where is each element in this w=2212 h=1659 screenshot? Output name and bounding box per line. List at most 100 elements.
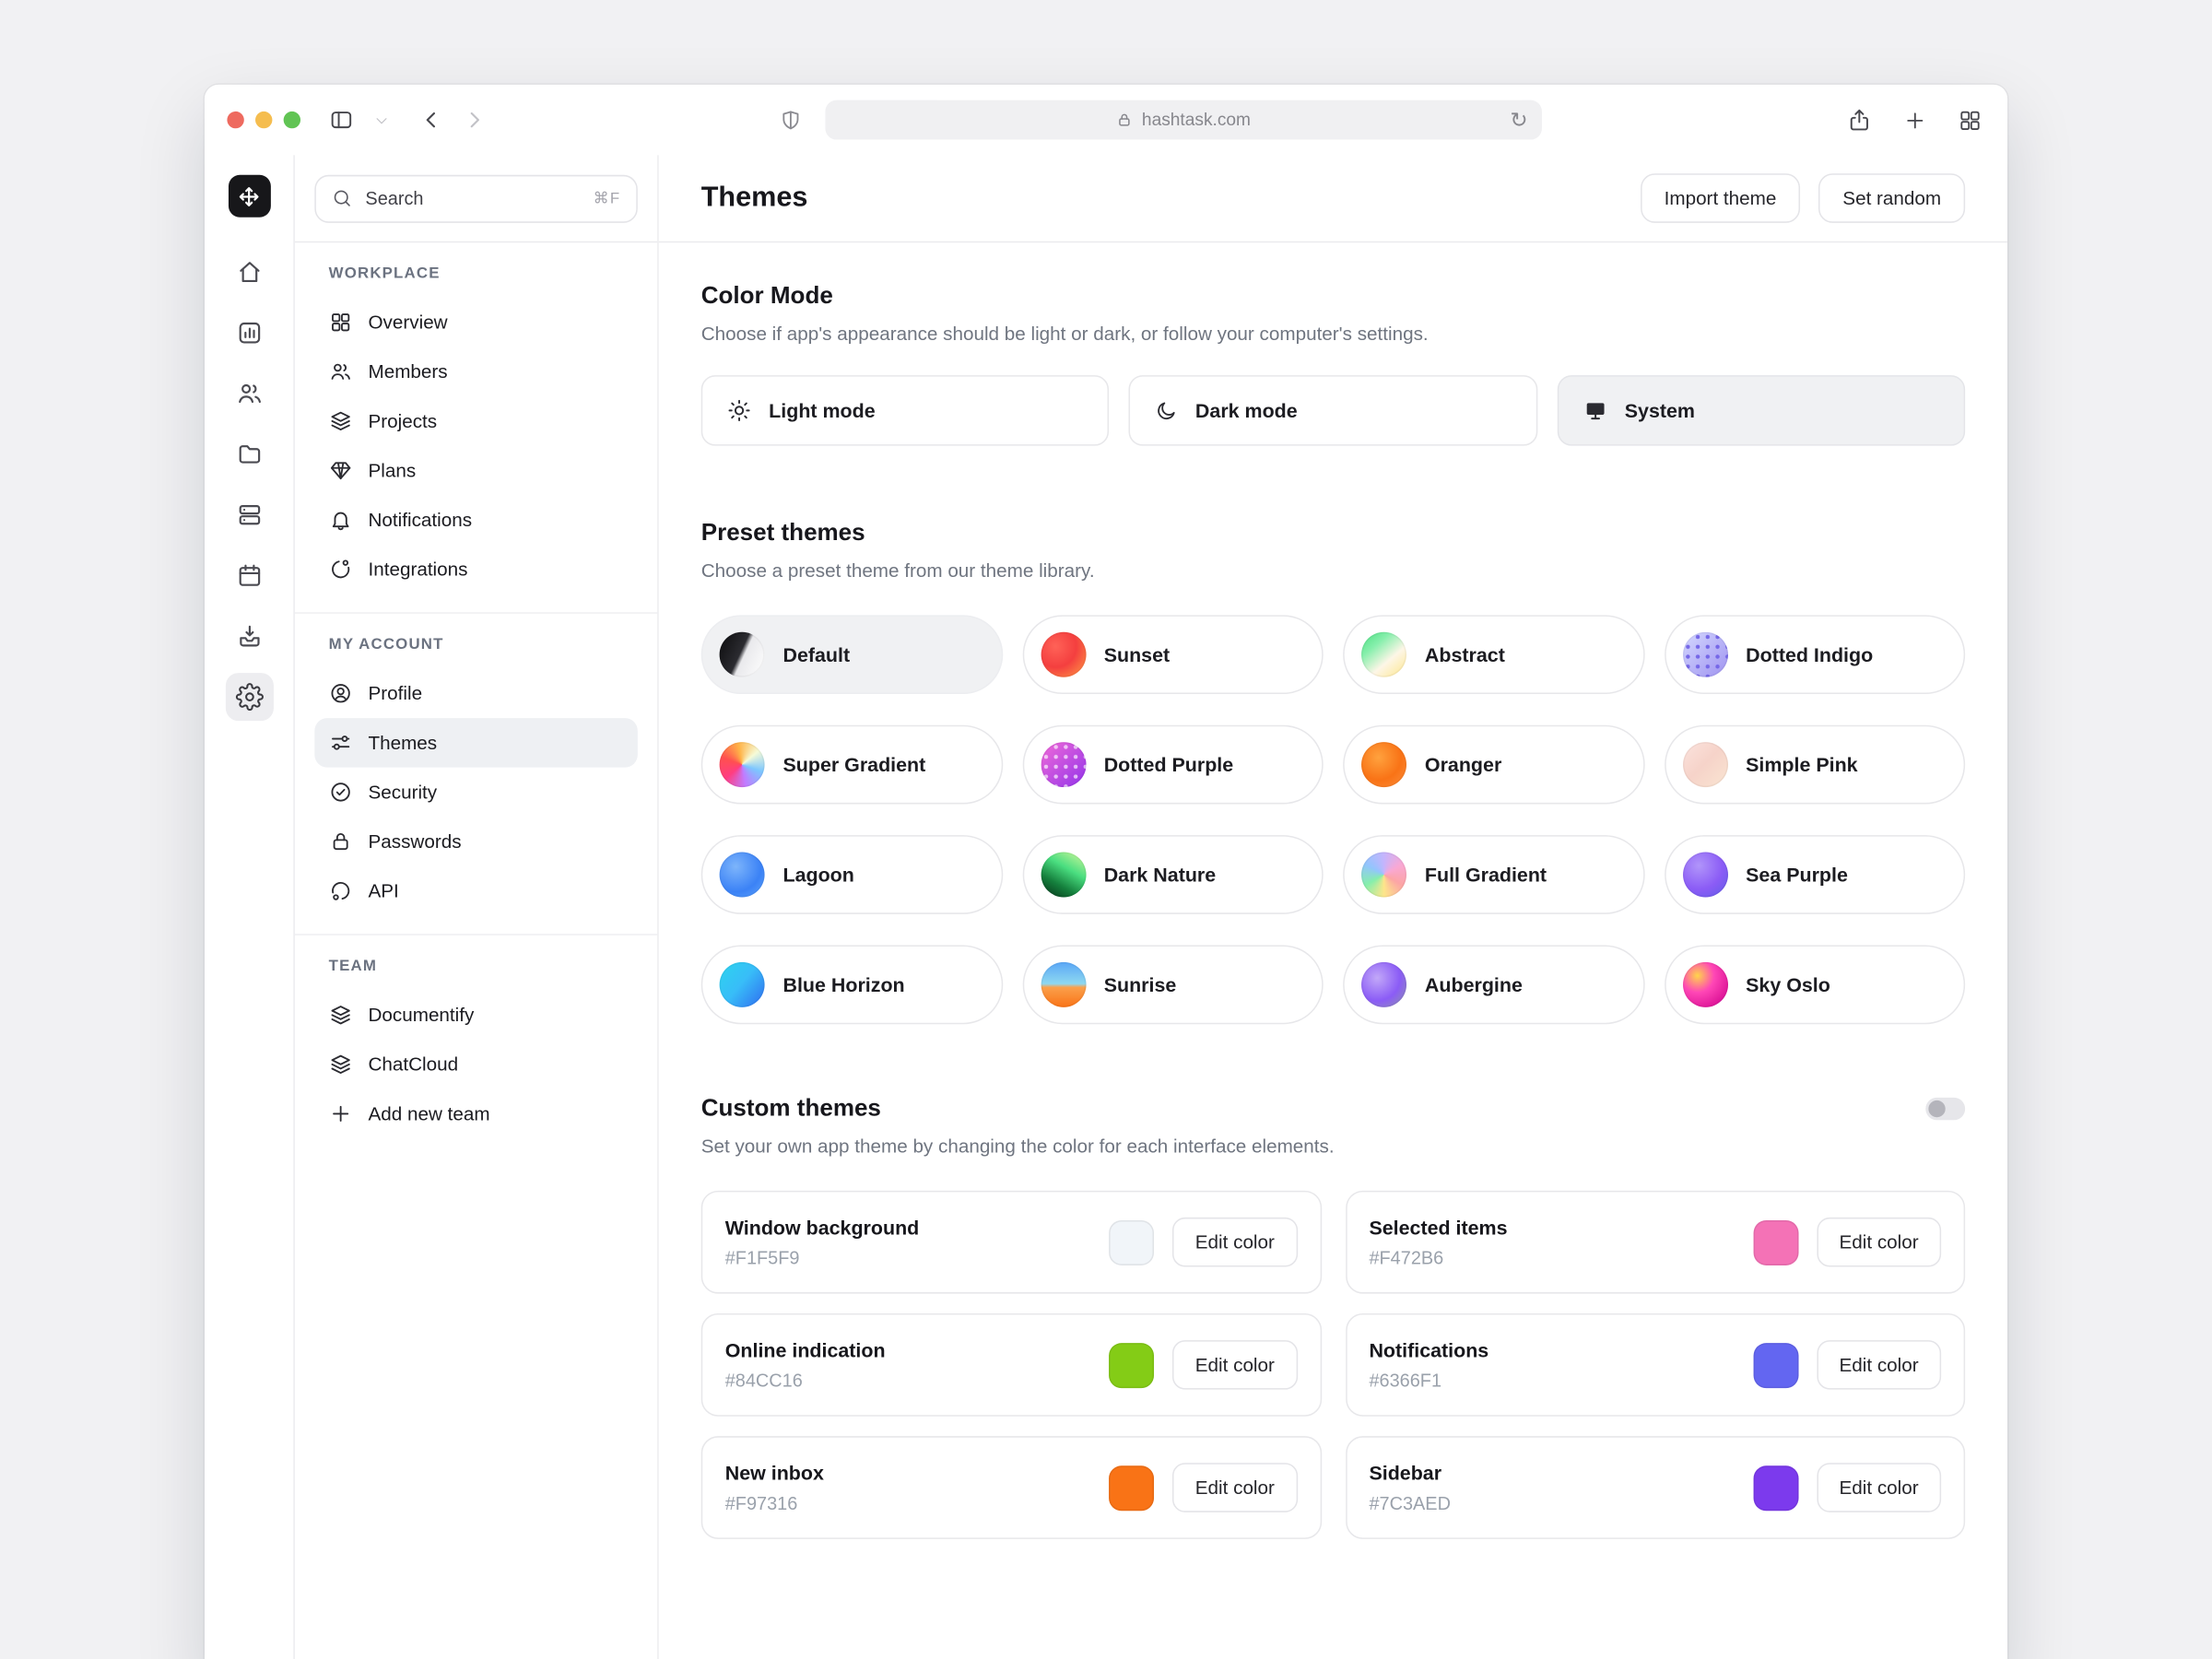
sidebar-item-notifications[interactable]: Notifications (314, 495, 638, 545)
rail-settings-button[interactable] (225, 673, 274, 722)
system-mode-option[interactable]: System (1557, 375, 1966, 446)
sidebar-item-profile[interactable]: Profile (314, 669, 638, 719)
edit-color-button[interactable]: Edit color (1172, 1463, 1298, 1512)
preset-theme-dotted-indigo[interactable]: Dotted Indigo (1664, 615, 1966, 695)
rail-home-button[interactable] (225, 248, 273, 296)
preset-theme-full-gradient[interactable]: Full Gradient (1343, 835, 1644, 914)
sidebar-item-add-team[interactable]: Add new team (314, 1089, 638, 1139)
back-button[interactable] (418, 106, 446, 135)
preset-theme-sunrise[interactable]: Sunrise (1021, 945, 1324, 1025)
preset-theme-dotted-purple[interactable]: Dotted Purple (1021, 724, 1324, 805)
dark-mode-option[interactable]: Dark mode (1128, 375, 1537, 446)
preset-theme-sea-purple[interactable]: Sea Purple (1664, 835, 1966, 914)
sidebar-item-integrations[interactable]: Integrations (314, 545, 638, 594)
rail-database-button[interactable] (225, 491, 273, 539)
preset-theme-blue-horizon[interactable]: Blue Horizon (700, 945, 1003, 1025)
calendar-icon (235, 561, 264, 590)
privacy-report-button[interactable] (776, 105, 806, 135)
color-swatch (1109, 1219, 1155, 1265)
sidebar-item-security[interactable]: Security (314, 768, 638, 818)
sidebar-item-label: API (368, 880, 399, 902)
rail-calendar-button[interactable] (225, 551, 273, 599)
custom-color-hex: #7C3AED (1369, 1492, 1451, 1514)
tab-overview-button[interactable] (1955, 105, 1984, 135)
sidebar-item-projects[interactable]: Projects (314, 396, 638, 446)
import-theme-button[interactable]: Import theme (1640, 173, 1801, 223)
share-button[interactable] (1844, 104, 1876, 135)
layers-icon (329, 409, 353, 433)
theme-swatch (1040, 631, 1086, 677)
preset-theme-aubergine[interactable]: Aubergine (1343, 945, 1644, 1025)
rail-inbox-button[interactable] (225, 612, 273, 660)
light-mode-option[interactable]: Light mode (700, 375, 1110, 446)
sidebar-item-label: Documentify (368, 1004, 475, 1026)
sidebar-item-documentify[interactable]: Documentify (314, 990, 638, 1040)
sidebar-item-chatcloud[interactable]: ChatCloud (314, 1040, 638, 1089)
preset-theme-abstract[interactable]: Abstract (1343, 615, 1644, 695)
rail-files-button[interactable] (225, 430, 273, 478)
sidebar-item-label: Profile (368, 682, 423, 704)
edit-color-button[interactable]: Edit color (1816, 1463, 1942, 1512)
reload-button[interactable]: ↻ (1501, 100, 1536, 140)
gear-icon (235, 683, 264, 712)
sidebar-item-overview[interactable]: Overview (314, 298, 638, 347)
set-random-button[interactable]: Set random (1818, 173, 1966, 223)
page-title: Themes (700, 182, 808, 214)
rail-analytics-button[interactable] (225, 309, 273, 357)
close-window-button[interactable] (227, 111, 244, 129)
search-input[interactable]: Search ⌘F (314, 174, 638, 223)
preset-theme-sky-oslo[interactable]: Sky Oslo (1664, 945, 1966, 1025)
theme-swatch (1040, 852, 1086, 898)
page-header: Themes Import theme Set random (658, 155, 2008, 243)
theme-label: Super Gradient (782, 753, 926, 776)
mode-label: Light mode (769, 399, 876, 422)
theme-swatch (719, 631, 765, 677)
tab-group-chevron-button[interactable] (371, 110, 393, 131)
edit-color-button[interactable]: Edit color (1816, 1340, 1942, 1390)
custom-color-hex: #F472B6 (1369, 1247, 1444, 1269)
new-tab-button[interactable] (1900, 105, 1930, 135)
sidebar-item-api[interactable]: API (314, 866, 638, 916)
zoom-window-button[interactable] (283, 111, 301, 129)
minimize-window-button[interactable] (255, 111, 273, 129)
custom-color-selected-items: Selected items #F472B6 Edit color (1345, 1190, 1966, 1294)
sidebar-toggle-button[interactable] (326, 104, 358, 135)
move-arrows-icon (237, 184, 261, 208)
preset-theme-default[interactable]: Default (700, 615, 1003, 695)
moon-icon (1155, 398, 1179, 422)
theme-label: Sunrise (1103, 973, 1177, 996)
custom-color-hex: #F97316 (724, 1492, 798, 1514)
custom-color-sidebar: Sidebar #7C3AED Edit color (1345, 1436, 1966, 1539)
preset-theme-super-gradient[interactable]: Super Gradient (700, 724, 1003, 805)
edit-color-button[interactable]: Edit color (1172, 1340, 1298, 1390)
preset-theme-dark-nature[interactable]: Dark Nature (1021, 835, 1324, 914)
app-logo[interactable] (228, 174, 271, 218)
page-content: Color Mode Choose if app's appearance sh… (659, 242, 2007, 1659)
sidebar-item-label: Members (368, 360, 448, 382)
shield-icon (779, 108, 803, 132)
custom-themes-toggle[interactable] (1925, 1097, 1966, 1121)
rail-members-button[interactable] (225, 370, 273, 418)
forward-button[interactable] (460, 106, 488, 135)
edit-color-button[interactable]: Edit color (1172, 1217, 1298, 1267)
preset-theme-simple-pink[interactable]: Simple Pink (1664, 724, 1966, 805)
sidebar-item-plans[interactable]: Plans (314, 446, 638, 496)
sidebar-item-passwords[interactable]: Passwords (314, 817, 638, 866)
preset-theme-lagoon[interactable]: Lagoon (700, 835, 1003, 914)
mode-label: System (1624, 399, 1695, 422)
preset-theme-sunset[interactable]: Sunset (1021, 615, 1324, 695)
theme-label: Oranger (1424, 753, 1502, 776)
reload-icon: ↻ (1510, 108, 1528, 133)
edit-color-button[interactable]: Edit color (1816, 1217, 1942, 1267)
color-swatch (1109, 1465, 1155, 1511)
sidebar-item-members[interactable]: Members (314, 347, 638, 397)
lock-icon (329, 830, 353, 853)
sidebar-item-themes[interactable]: Themes (314, 718, 638, 768)
sidebar-section-my-account: MY ACCOUNT Profile Themes Security Passw… (294, 612, 658, 934)
sidebar-item-label: Overview (368, 312, 448, 334)
sidebar-item-label: Projects (368, 410, 438, 432)
custom-color-label: Selected items (1369, 1216, 1508, 1239)
address-bar[interactable]: hashtask.com ↻ (825, 100, 1542, 140)
preset-theme-oranger[interactable]: Oranger (1343, 724, 1644, 805)
